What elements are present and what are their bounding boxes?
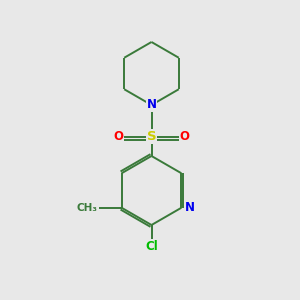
Text: S: S: [147, 130, 156, 143]
Text: N: N: [185, 201, 195, 214]
Text: N: N: [146, 98, 157, 112]
Text: CH₃: CH₃: [76, 203, 98, 213]
Text: O: O: [179, 130, 190, 143]
Text: O: O: [113, 130, 124, 143]
Text: Cl: Cl: [145, 239, 158, 253]
